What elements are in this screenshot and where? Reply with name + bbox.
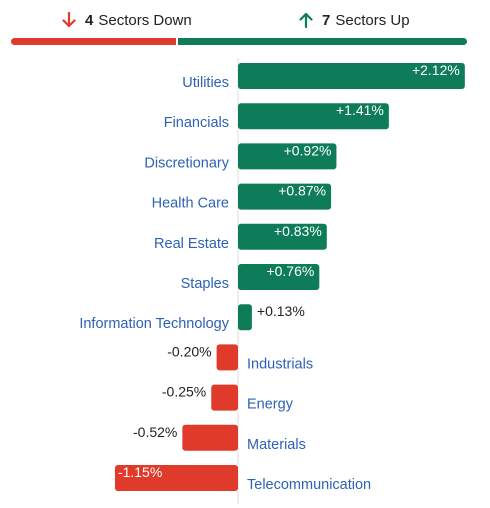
sectors-down-label: Sectors Down (98, 11, 192, 29)
value-label-5: +0.76% (266, 263, 314, 279)
value-label-3: +0.87% (278, 183, 326, 199)
sectors-down-summary: 4 Sectors Down (62, 8, 192, 32)
bar-1 (238, 103, 389, 130)
bar-9 (182, 424, 238, 451)
sector-summary: 4 Sectors Down 7 Sectors Up (0, 0, 490, 50)
value-label-6: +0.13% (257, 303, 305, 319)
bar-0 (238, 63, 465, 89)
category-label-0: Utilities (182, 75, 229, 91)
category-label-6: Information Technology (79, 316, 229, 332)
bar-7 (216, 344, 238, 371)
sectors-up-label: Sectors Up (335, 11, 410, 29)
category-label-1: Financials (164, 115, 229, 131)
value-label-10: -1.15% (118, 464, 162, 480)
sectors-down-ratio-bar (11, 38, 177, 45)
value-label-0: +2.12% (412, 62, 460, 78)
value-label-9: -0.52% (133, 424, 177, 440)
category-label-4: Real Estate (154, 236, 229, 252)
category-label-8: Energy (247, 397, 294, 413)
value-label-2: +0.92% (284, 142, 332, 158)
category-label-7: Industrials (247, 356, 313, 372)
category-label-9: Materials (247, 437, 306, 453)
bar-5 (238, 264, 320, 290)
sectors-up-summary: 7 Sectors Up (299, 8, 410, 32)
sector-performance-chart: +2.12% Utilities +1.41% Financials +0.92% Dis… (79, 58, 465, 504)
category-label-10: Telecommunication (247, 477, 371, 493)
value-label-1: +1.41% (336, 102, 384, 118)
bar-10 (114, 465, 238, 491)
sectors-up-ratio-bar (178, 38, 467, 45)
bar-8 (211, 384, 238, 411)
bar-4 (238, 223, 327, 250)
sectors-up-count: 7 (322, 11, 331, 29)
arrow-up-icon (299, 12, 313, 28)
category-label-5: Staples (181, 276, 229, 292)
bar-6 (238, 304, 252, 331)
bar-2 (238, 143, 337, 170)
value-label-7: -0.20% (167, 343, 211, 359)
value-label-4: +0.83% (274, 223, 322, 239)
bar-3 (238, 183, 332, 210)
arrow-down-icon (62, 12, 76, 28)
value-label-8: -0.25% (162, 384, 206, 400)
category-label-2: Discretionary (144, 155, 229, 171)
sectors-down-count: 4 (85, 11, 94, 29)
category-label-3: Health Care (152, 196, 229, 212)
